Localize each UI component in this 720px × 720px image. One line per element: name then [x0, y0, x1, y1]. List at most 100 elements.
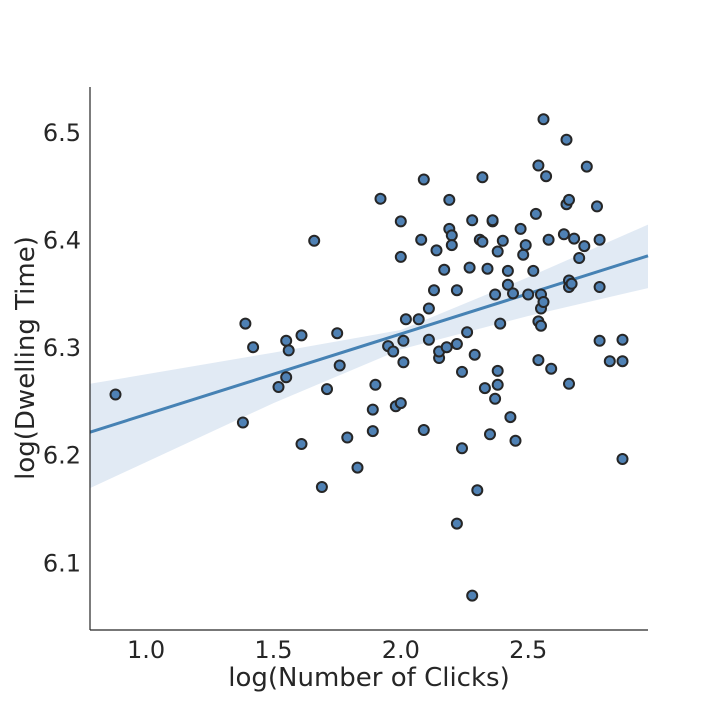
data-point: [394, 250, 407, 263]
data-point: [466, 589, 479, 602]
data-point: [496, 234, 509, 247]
data-point: [417, 173, 430, 186]
data-point: [616, 355, 629, 368]
data-point: [486, 214, 499, 227]
scatter-points: [109, 113, 629, 602]
data-point: [481, 262, 494, 275]
data-point: [580, 160, 593, 173]
data-point: [308, 234, 321, 247]
y-tick-label: 6.4: [43, 227, 81, 255]
data-point: [476, 171, 489, 184]
data-point: [450, 517, 463, 530]
data-point: [616, 453, 629, 465]
data-point: [351, 461, 364, 474]
data-point: [509, 434, 522, 447]
data-point: [450, 338, 463, 350]
data-point: [399, 313, 412, 326]
y-tick-label: 6.1: [43, 549, 81, 577]
data-point: [430, 244, 443, 257]
data-point: [272, 381, 285, 393]
data-point: [422, 333, 435, 346]
data-point: [394, 215, 407, 228]
data-point: [573, 252, 586, 264]
y-tick-label: 6.5: [43, 119, 81, 147]
data-point: [445, 229, 458, 242]
x-tick-labels: 1.0 1.5 2.0 2.5: [127, 636, 547, 664]
data-point: [369, 378, 382, 391]
data-point: [476, 235, 489, 248]
data-point: [295, 329, 308, 342]
data-point: [522, 288, 535, 301]
data-point: [366, 425, 379, 438]
x-tick-label: 2.0: [382, 636, 420, 664]
data-point: [280, 334, 293, 347]
data-point: [412, 313, 425, 326]
data-point: [489, 392, 502, 405]
data-point: [438, 263, 451, 276]
data-point: [514, 222, 527, 235]
data-point: [280, 371, 293, 384]
data-point: [560, 133, 573, 146]
data-point: [450, 284, 463, 297]
data-point: [489, 288, 502, 301]
data-point: [591, 200, 603, 213]
data-point: [519, 239, 532, 252]
data-point: [491, 364, 504, 377]
data-point: [507, 287, 519, 300]
data-point: [295, 438, 308, 450]
data-point: [471, 484, 484, 497]
data-point: [484, 428, 496, 441]
data-point: [239, 317, 252, 330]
y-tick-labels: 6.1 6.2 6.3 6.4 6.5: [43, 119, 81, 577]
data-point: [440, 341, 453, 354]
data-point: [456, 442, 468, 455]
confidence-band: [90, 224, 648, 489]
data-point: [466, 214, 479, 227]
data-point: [374, 192, 387, 205]
data-point: [578, 240, 591, 253]
data-point: [535, 319, 547, 332]
data-point: [315, 481, 328, 493]
data-point: [397, 334, 410, 347]
data-point: [532, 159, 545, 172]
data-point: [537, 296, 550, 308]
data-point: [603, 355, 616, 368]
data-point: [593, 233, 606, 246]
data-point: [529, 207, 542, 220]
regression-line-layer: [89, 254, 649, 434]
data-point: [468, 348, 481, 361]
data-point: [501, 278, 514, 291]
x-tick-label: 1.5: [254, 636, 292, 664]
data-point: [236, 416, 249, 429]
data-point: [593, 334, 606, 347]
data-point: [428, 284, 440, 297]
y-tick-label: 6.2: [43, 442, 81, 470]
confidence-band-layer: [90, 224, 648, 489]
data-point: [542, 233, 555, 246]
data-point: [333, 359, 346, 372]
data-point: [491, 378, 504, 391]
data-point: [422, 302, 435, 315]
x-axis-label: log(Number of Clicks): [228, 663, 509, 693]
data-point: [443, 193, 456, 206]
data-point: [557, 228, 570, 241]
data-point: [341, 431, 354, 444]
data-point: [397, 356, 410, 369]
data-point: [517, 248, 530, 261]
data-point: [494, 317, 507, 330]
data-point: [563, 193, 575, 206]
x-tick-label: 2.5: [509, 636, 547, 664]
data-point: [415, 233, 428, 246]
data-point: [445, 239, 458, 252]
data-point: [563, 377, 575, 390]
data-point: [461, 326, 474, 339]
data-point: [387, 345, 400, 358]
data-point: [247, 341, 260, 354]
data-point: [394, 397, 407, 410]
data-point: [109, 388, 122, 401]
data-point: [491, 245, 504, 258]
axes: [89, 87, 648, 631]
data-point: [537, 113, 550, 126]
data-point: [463, 261, 476, 274]
